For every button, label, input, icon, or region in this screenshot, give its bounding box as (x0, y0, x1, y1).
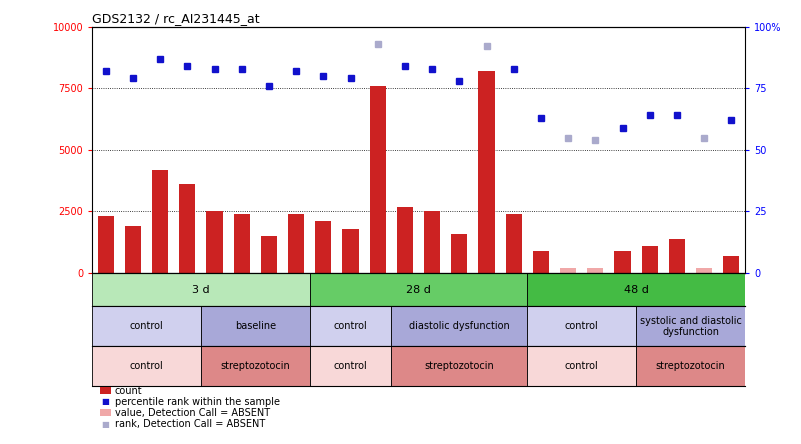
Bar (392, 306, 527, 346)
Bar (234, 214, 250, 273)
Text: percentile rank within the sample: percentile rank within the sample (115, 397, 280, 407)
Text: control: control (334, 321, 368, 331)
Bar (342, 229, 359, 273)
Bar (92, 273, 310, 306)
Bar (396, 206, 413, 273)
Text: control: control (130, 361, 163, 371)
Text: 28 d: 28 d (406, 285, 431, 295)
Bar (614, 251, 630, 273)
Text: baseline: baseline (235, 321, 276, 331)
Bar (261, 236, 277, 273)
Text: ■: ■ (101, 397, 109, 406)
Bar (310, 346, 392, 386)
Text: control: control (334, 361, 368, 371)
Bar (201, 306, 310, 346)
Bar (315, 221, 332, 273)
Text: streptozotocin: streptozotocin (656, 361, 726, 371)
Text: control: control (130, 321, 163, 331)
Bar (451, 234, 468, 273)
Text: systolic and diastolic
dysfunction: systolic and diastolic dysfunction (639, 316, 742, 337)
Bar (92, 346, 201, 386)
Bar (207, 211, 223, 273)
Bar (92, 306, 201, 346)
Bar (723, 256, 739, 273)
Bar (179, 184, 195, 273)
Bar (560, 268, 576, 273)
Text: rank, Detection Call = ABSENT: rank, Detection Call = ABSENT (115, 419, 265, 429)
Text: diastolic dysfunction: diastolic dysfunction (409, 321, 509, 331)
Text: streptozotocin: streptozotocin (220, 361, 290, 371)
Text: streptozotocin: streptozotocin (425, 361, 494, 371)
Bar (505, 214, 522, 273)
Text: ■: ■ (101, 420, 109, 428)
Bar (98, 216, 114, 273)
Text: 3 d: 3 d (192, 285, 210, 295)
Bar (201, 346, 310, 386)
Bar (369, 86, 386, 273)
Bar (527, 273, 745, 306)
Text: control: control (565, 361, 598, 371)
Bar (310, 273, 527, 306)
Bar (424, 211, 441, 273)
Bar (669, 238, 685, 273)
Bar (125, 226, 141, 273)
Bar (642, 246, 658, 273)
Bar (636, 306, 745, 346)
Bar (478, 71, 495, 273)
Bar (310, 306, 392, 346)
Text: count: count (115, 386, 142, 396)
Text: 48 d: 48 d (624, 285, 649, 295)
Bar (288, 214, 304, 273)
Bar (533, 251, 549, 273)
Bar (587, 268, 603, 273)
Bar (392, 346, 527, 386)
Text: control: control (565, 321, 598, 331)
Bar (527, 306, 636, 346)
Bar (152, 170, 168, 273)
Bar (636, 346, 745, 386)
Text: GDS2132 / rc_AI231445_at: GDS2132 / rc_AI231445_at (92, 12, 260, 25)
Bar (696, 268, 712, 273)
Text: value, Detection Call = ABSENT: value, Detection Call = ABSENT (115, 408, 270, 418)
Bar (527, 346, 636, 386)
